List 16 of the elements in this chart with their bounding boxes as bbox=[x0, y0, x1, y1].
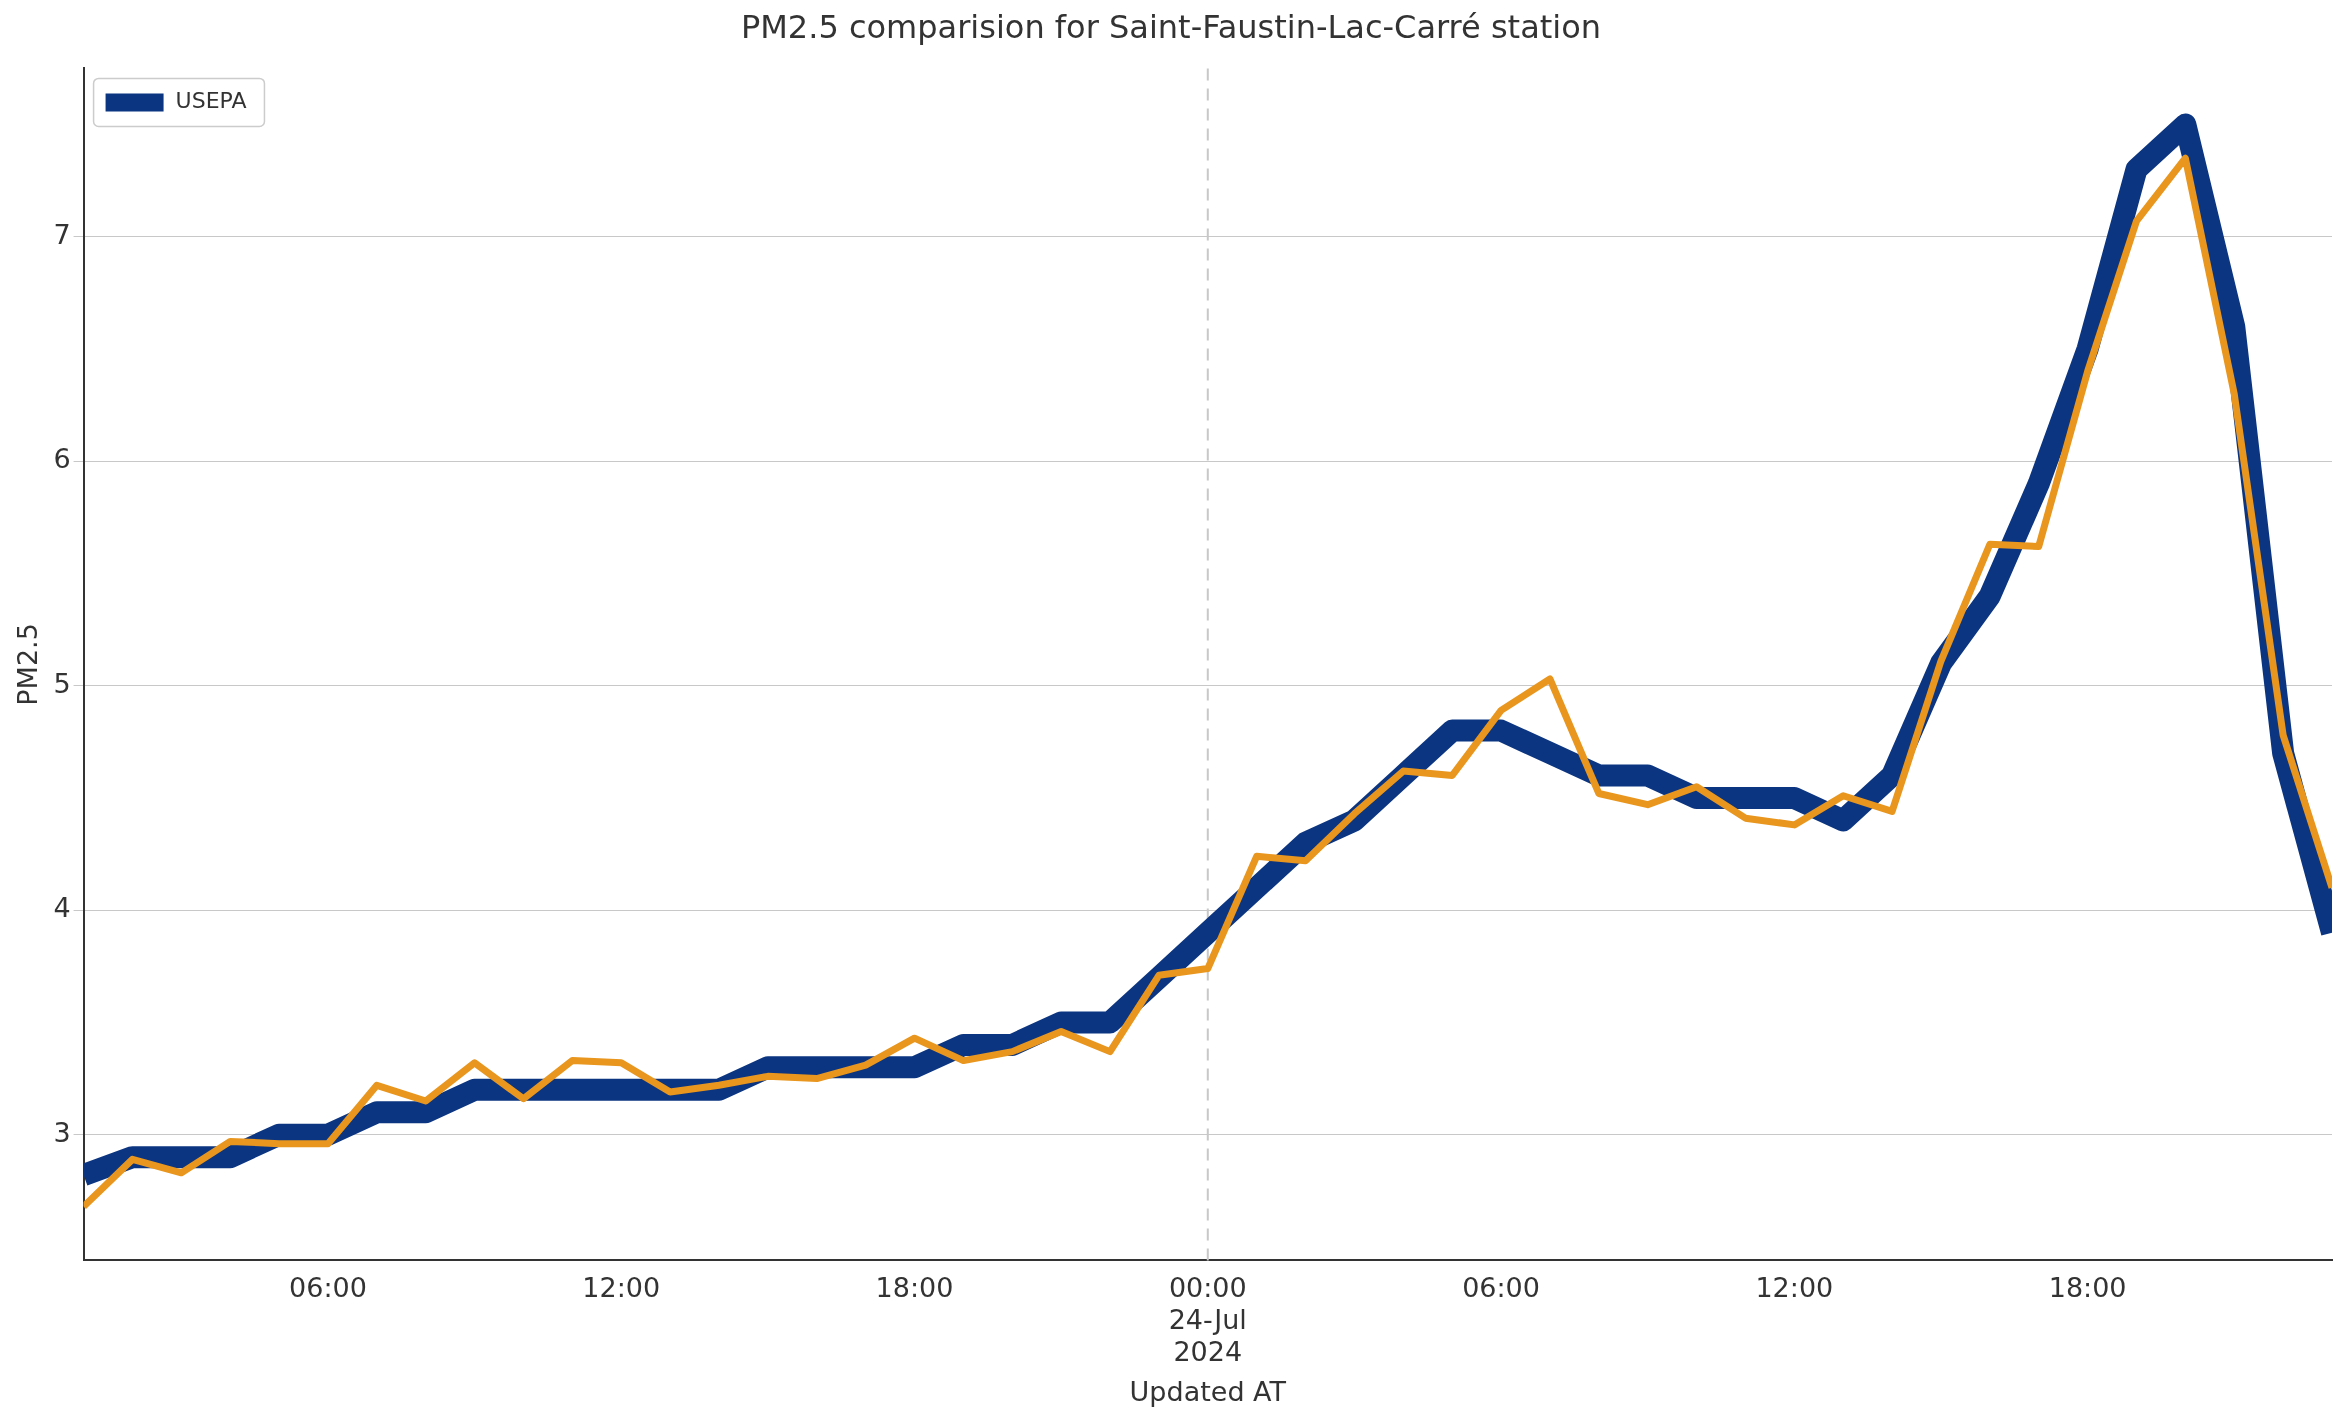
y-axis-title: PM2.5 bbox=[12, 623, 44, 706]
x-tick-label: 12:00 bbox=[1755, 1271, 1834, 1303]
y-tick-label: 4 bbox=[53, 892, 71, 924]
y-tick-label: 6 bbox=[53, 443, 71, 475]
x-tick-label: 12:00 bbox=[582, 1271, 661, 1303]
x-tick-label: 18:00 bbox=[875, 1271, 954, 1303]
x-tick-label: 18:00 bbox=[2048, 1271, 2127, 1303]
y-tick-label: 5 bbox=[53, 667, 71, 699]
y-tick-label: 3 bbox=[53, 1116, 71, 1148]
y-tick-label: 7 bbox=[53, 218, 71, 250]
x-axis-title: Updated AT bbox=[1129, 1375, 1287, 1407]
legend-label: USEPA bbox=[175, 88, 247, 114]
x-tick-label: 00:00 24-Jul 2024 bbox=[1168, 1271, 1247, 1368]
x-tick-label: 06:00 bbox=[1462, 1271, 1540, 1303]
chart-title: PM2.5 comparision for Saint-Faustin-Lac-Carré station bbox=[740, 7, 1602, 46]
x-tick-label: 06:00 bbox=[289, 1271, 367, 1303]
